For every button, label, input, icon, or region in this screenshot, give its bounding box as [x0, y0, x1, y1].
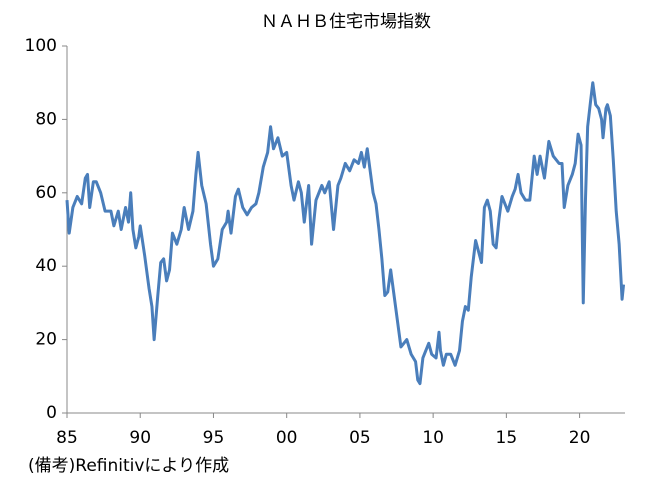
x-tick-label: 10: [422, 428, 444, 448]
y-tick-label: 40: [35, 256, 57, 276]
x-tick-label: 00: [276, 428, 298, 448]
y-tick-label: 100: [25, 36, 57, 56]
x-tick-label: 20: [569, 428, 591, 448]
line-series: [65, 81, 626, 386]
x-tick-label: 85: [56, 428, 78, 448]
chart-note: (備考)Refinitivにより作成: [28, 456, 229, 476]
x-tick-label: 15: [496, 428, 518, 448]
x-tick-label: 95: [203, 428, 225, 448]
y-tick-label: 60: [35, 183, 57, 203]
y-tick-label: 0: [46, 403, 57, 423]
chart-title: ＮＡＨＢ住宅市場指数: [261, 12, 431, 32]
y-tick-label: 20: [35, 330, 57, 350]
y-tick-label: 80: [35, 109, 57, 129]
x-tick-label: 05: [349, 428, 371, 448]
x-tick-label: 90: [129, 428, 151, 448]
